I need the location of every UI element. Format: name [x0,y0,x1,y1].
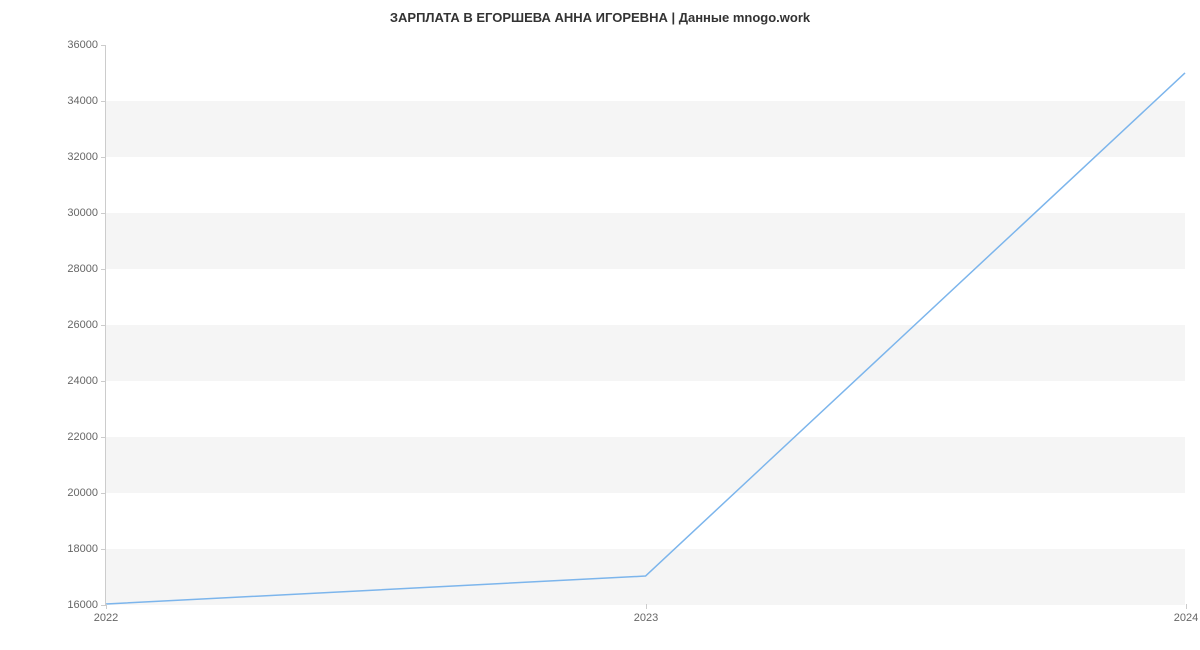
y-tick-mark [101,157,106,158]
x-tick-mark [646,604,647,609]
y-tick-mark [101,269,106,270]
chart-title: ЗАРПЛАТА В ЕГОРШЕВА АННА ИГОРЕВНА | Данн… [0,10,1200,25]
y-tick-mark [101,101,106,102]
y-tick-mark [101,45,106,46]
y-tick-mark [101,437,106,438]
line-series-salary [106,73,1185,604]
y-tick-mark [101,493,106,494]
line-series-layer [106,45,1185,604]
y-tick-mark [101,549,106,550]
x-tick-mark [106,604,107,609]
y-tick-mark [101,381,106,382]
x-tick-mark [1186,604,1187,609]
y-tick-mark [101,325,106,326]
plot-area: 1600018000200002200024000260002800030000… [105,45,1185,605]
y-tick-mark [101,213,106,214]
